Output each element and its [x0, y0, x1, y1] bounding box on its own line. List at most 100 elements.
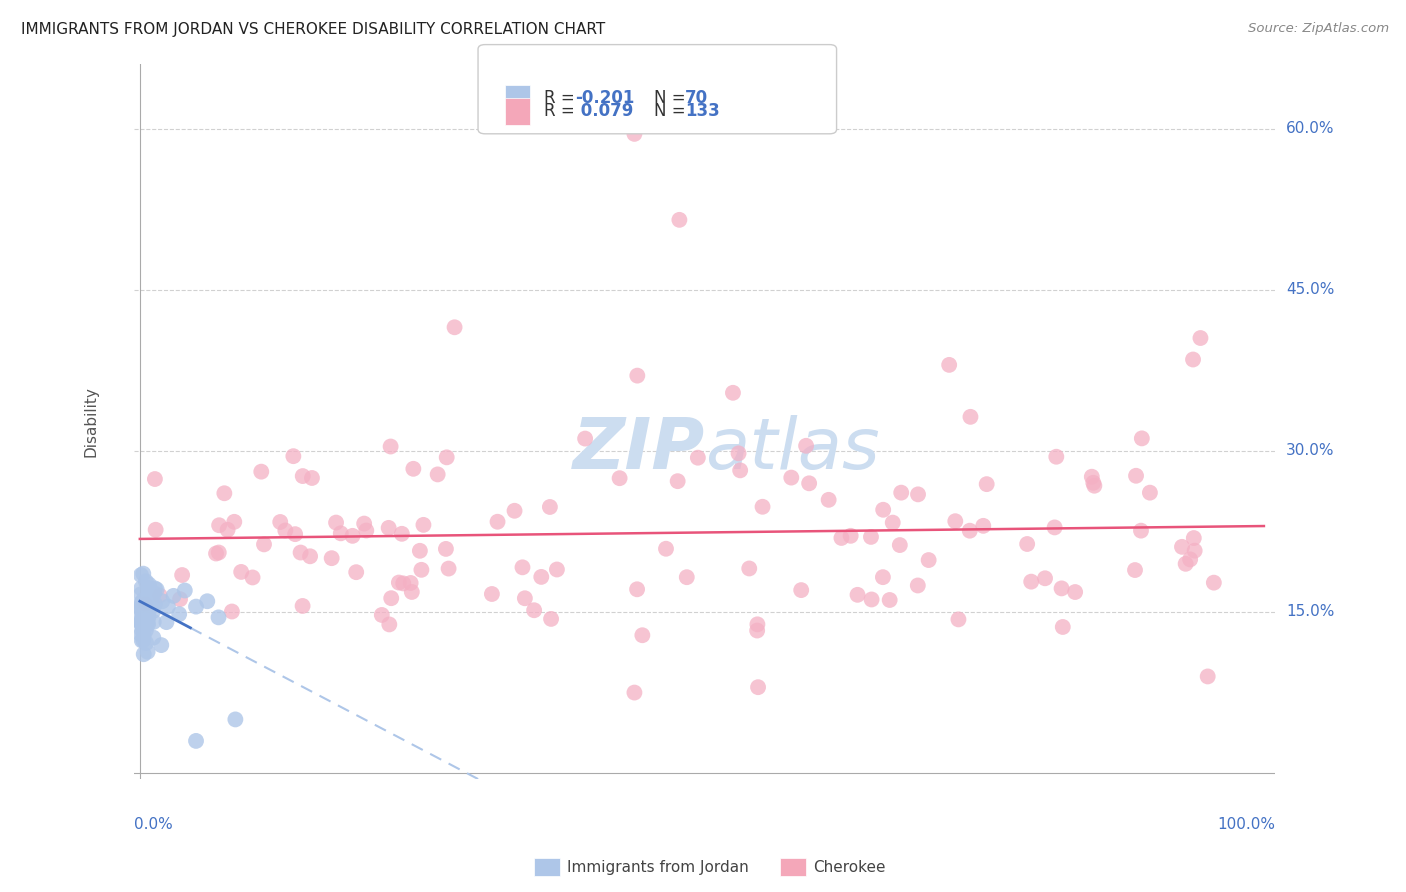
Point — [132, 610, 155, 624]
Point — [686, 450, 709, 465]
Point — [391, 526, 413, 541]
Point — [145, 523, 167, 537]
Point — [135, 574, 157, 589]
Point — [1182, 531, 1205, 545]
Point — [143, 582, 166, 596]
Point — [666, 474, 689, 488]
Text: atlas: atlas — [704, 416, 879, 484]
Point — [132, 566, 155, 581]
Point — [574, 432, 596, 446]
Point — [747, 680, 769, 694]
Point — [134, 600, 156, 615]
Point — [872, 502, 894, 516]
Text: IMMIGRANTS FROM JORDAN VS CHEROKEE DISABILITY CORRELATION CHART: IMMIGRANTS FROM JORDAN VS CHEROKEE DISAB… — [21, 22, 606, 37]
Point — [481, 587, 503, 601]
Point — [208, 518, 231, 533]
Point — [976, 477, 998, 491]
Point — [626, 582, 648, 597]
Point — [655, 541, 678, 556]
Point — [132, 612, 155, 626]
Text: R =: R = — [544, 103, 581, 120]
Point — [907, 578, 929, 592]
Point — [1123, 563, 1146, 577]
Point — [879, 593, 901, 607]
Point — [721, 385, 744, 400]
Point — [142, 599, 165, 613]
Point — [139, 585, 162, 599]
Point — [794, 439, 817, 453]
Point — [129, 602, 152, 616]
Point — [299, 549, 322, 564]
Point — [1178, 552, 1201, 566]
Text: Disability: Disability — [83, 386, 98, 457]
Point — [184, 734, 207, 748]
Point — [512, 560, 534, 574]
Text: R =: R = — [544, 89, 581, 107]
Point — [523, 603, 546, 617]
Point — [860, 592, 883, 607]
Point — [142, 604, 165, 618]
Point — [136, 617, 159, 632]
Point — [1083, 479, 1105, 493]
Point — [129, 601, 152, 615]
Point — [132, 613, 155, 627]
Point — [380, 440, 402, 454]
Point — [747, 624, 769, 638]
Point — [224, 515, 246, 529]
Point — [1125, 468, 1147, 483]
Point — [131, 617, 153, 632]
Point — [907, 487, 929, 501]
Point — [169, 592, 191, 607]
Point — [134, 608, 156, 623]
Point — [136, 645, 159, 659]
Point — [938, 358, 960, 372]
Point — [434, 541, 457, 556]
Point — [129, 616, 152, 631]
Text: N =: N = — [654, 103, 690, 120]
Point — [138, 577, 160, 591]
Point — [155, 615, 177, 629]
Point — [1064, 585, 1087, 599]
Point — [145, 582, 167, 597]
Point — [129, 608, 152, 623]
Point — [1197, 669, 1219, 683]
Point — [609, 471, 631, 485]
Point — [890, 485, 912, 500]
Point — [135, 636, 157, 650]
Point — [675, 570, 697, 584]
Point — [1052, 620, 1074, 634]
Point — [150, 638, 173, 652]
Point — [242, 570, 264, 584]
Point — [135, 597, 157, 611]
Text: 70: 70 — [685, 89, 707, 107]
Point — [321, 551, 343, 566]
Point — [668, 212, 690, 227]
Point — [129, 568, 152, 582]
Point — [1081, 469, 1104, 483]
Point — [132, 647, 155, 661]
Point — [1033, 571, 1056, 585]
Point — [132, 622, 155, 636]
Point — [342, 529, 364, 543]
Point — [392, 576, 415, 591]
Point — [959, 409, 981, 424]
Point — [132, 628, 155, 642]
Text: 45.0%: 45.0% — [1286, 282, 1334, 297]
Text: 0.079: 0.079 — [575, 103, 634, 120]
Point — [329, 526, 352, 541]
Point — [1130, 431, 1153, 445]
Point — [426, 467, 449, 482]
Point — [131, 597, 153, 611]
Point — [291, 469, 314, 483]
Point — [131, 612, 153, 626]
Point — [291, 599, 314, 613]
Point — [132, 614, 155, 628]
Point — [139, 594, 162, 608]
Point — [1083, 475, 1105, 490]
Point — [817, 492, 839, 507]
Point — [631, 628, 654, 642]
Point — [780, 470, 803, 484]
Point — [889, 538, 911, 552]
Point — [378, 617, 401, 632]
Point — [221, 605, 243, 619]
